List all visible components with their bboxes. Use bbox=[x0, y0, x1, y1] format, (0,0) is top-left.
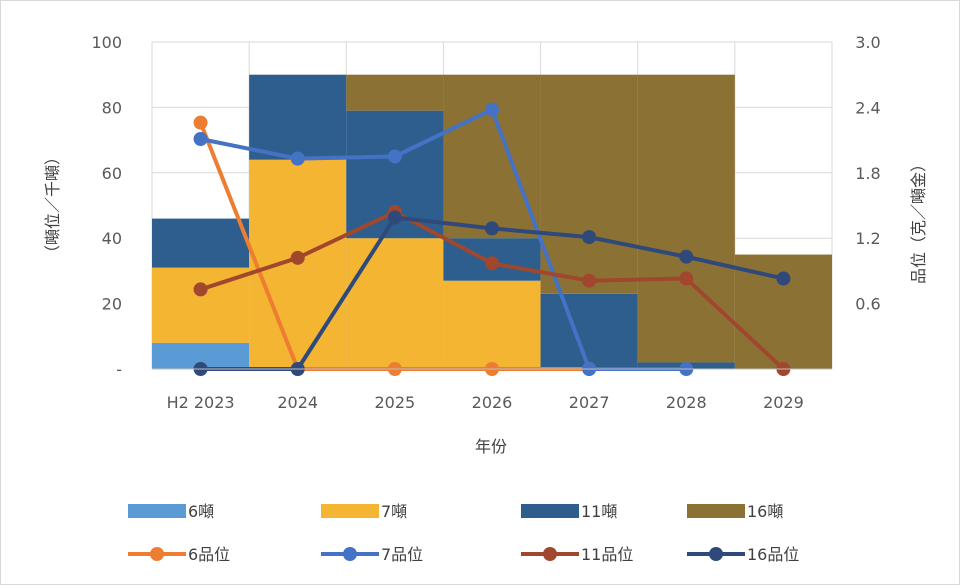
legend-label-4: 16噸 bbox=[747, 502, 783, 521]
line-point-3-4 bbox=[485, 256, 499, 271]
y-left-tick-label: 40 bbox=[102, 229, 122, 248]
legend-line-label-1: 6品位 bbox=[188, 545, 230, 564]
line-point-3-2 bbox=[290, 250, 305, 265]
x-tick-label: 2024 bbox=[277, 393, 318, 412]
bar-2-4 bbox=[443, 280, 541, 369]
line-point-3-5 bbox=[582, 273, 597, 288]
bar-3-1 bbox=[152, 218, 250, 268]
axis-layer: - 20 40 60 80 100 0.6 1.2 1.8 2.4 3.0 H2 2023 2024 20… bbox=[91, 33, 880, 412]
x-axis-title: 年份 bbox=[475, 437, 507, 456]
bar-4-6 bbox=[637, 74, 735, 363]
x-tick-label: 2026 bbox=[472, 393, 513, 412]
bar-4-4 bbox=[443, 74, 541, 239]
legend: 6噸 7噸 11噸 16噸 6品位 7品位 11品位 16品位 bbox=[128, 502, 799, 564]
legend-label-2: 7噸 bbox=[381, 502, 407, 521]
legend-line-label-3: 11品位 bbox=[581, 545, 633, 564]
legend-swatch-4 bbox=[687, 504, 745, 518]
y-left-tick-label: 60 bbox=[102, 164, 122, 183]
bar-layer bbox=[152, 74, 832, 369]
legend-marker-3 bbox=[543, 547, 557, 561]
x-tick-label: 2025 bbox=[374, 393, 415, 412]
bar-3-2 bbox=[249, 74, 347, 160]
legend-line-label-2: 7品位 bbox=[381, 545, 423, 564]
legend-marker-1 bbox=[150, 547, 164, 561]
y-left-tick-label: 100 bbox=[91, 33, 122, 52]
legend-marker-4 bbox=[709, 547, 723, 561]
line-point-1-1 bbox=[193, 115, 208, 130]
legend-swatch-2 bbox=[321, 504, 379, 518]
line-point-2-3 bbox=[387, 149, 402, 164]
line-point-3-1 bbox=[193, 282, 208, 297]
y-right-tick-label: 1.2 bbox=[855, 229, 880, 248]
y-right-tick-label: 3.0 bbox=[855, 33, 880, 52]
y-right-tick-label: 2.4 bbox=[855, 98, 880, 117]
y-axis-left-title: （噸位／千噸） bbox=[43, 149, 62, 261]
legend-swatch-1 bbox=[128, 504, 186, 518]
y-left-tick-label: - bbox=[116, 360, 122, 379]
line-point-4-3 bbox=[387, 210, 402, 225]
bar-3-5 bbox=[540, 293, 638, 369]
line-point-4-7 bbox=[776, 271, 791, 286]
x-tick-label: 2028 bbox=[666, 393, 707, 412]
line-point-4-6 bbox=[679, 249, 694, 264]
legend-label-3: 11噸 bbox=[581, 502, 617, 521]
bar-2-3 bbox=[346, 238, 444, 369]
line-point-4-4 bbox=[485, 221, 499, 236]
legend-label-1: 6噸 bbox=[188, 502, 214, 521]
y-right-tick-label: 0.6 bbox=[855, 295, 880, 314]
line-point-2-2 bbox=[290, 151, 305, 166]
line-point-2-4 bbox=[485, 102, 499, 117]
y-axis-right-title: 品位（克／噸金） bbox=[909, 156, 928, 284]
x-tick-label: H2 2023 bbox=[167, 393, 235, 412]
x-tick-label: 2029 bbox=[763, 393, 804, 412]
y-right-tick-label: 1.8 bbox=[855, 164, 880, 183]
y-left-tick-label: 80 bbox=[102, 98, 122, 117]
y-left-tick-label: 20 bbox=[102, 295, 122, 314]
legend-marker-2 bbox=[343, 547, 357, 561]
legend-line-label-4: 16品位 bbox=[747, 545, 799, 564]
line-point-4-5 bbox=[582, 230, 597, 245]
legend-swatch-3 bbox=[521, 504, 579, 518]
bar-4-5 bbox=[540, 74, 638, 294]
line-point-3-6 bbox=[679, 271, 694, 286]
x-tick-label: 2027 bbox=[569, 393, 610, 412]
bar-4-3 bbox=[346, 74, 444, 111]
line-point-2-1 bbox=[193, 132, 208, 147]
